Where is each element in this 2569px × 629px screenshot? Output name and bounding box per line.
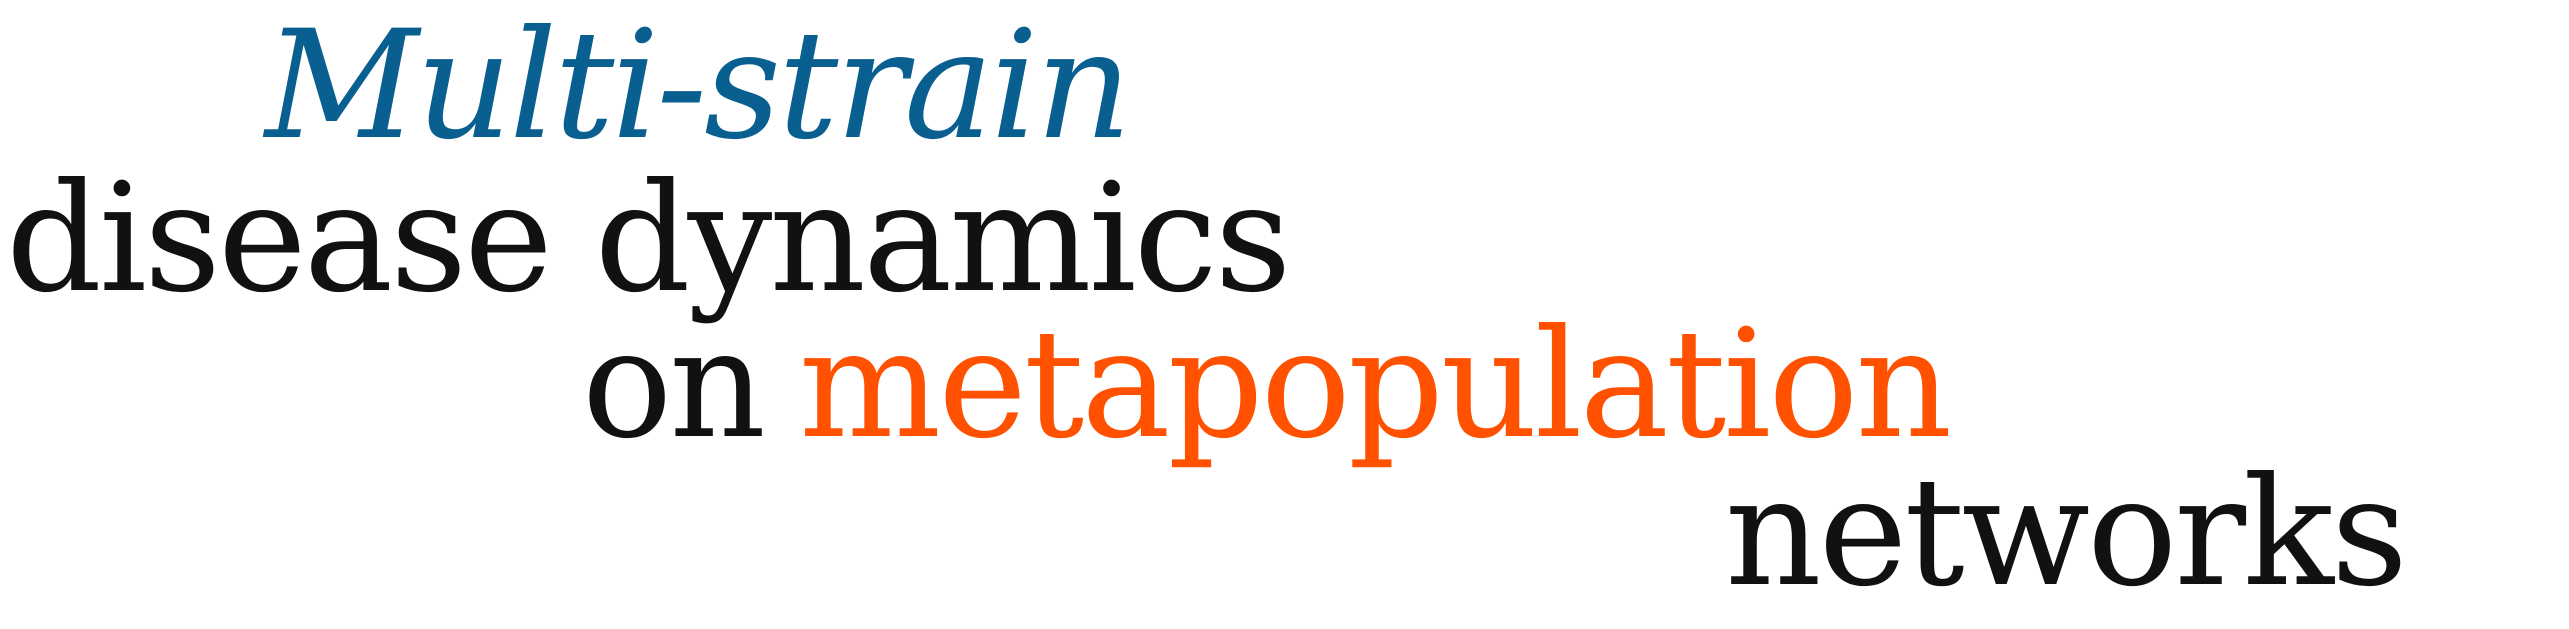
title-line-multi-strain: Multi-strain (265, 0, 1132, 173)
title-word-multi-strain: Multi-strain (265, 0, 1132, 173)
title-words-disease-dynamics: disease dynamics (6, 152, 1292, 326)
title-word-metapopulation: metapopulation (798, 298, 1952, 472)
title-line-networks: networks (1725, 446, 2408, 620)
title-line-disease-dynamics: disease dynamics (6, 152, 1292, 326)
title-line-on-metapopulation: on metapopulation (582, 298, 1952, 472)
title-word-on: on (582, 298, 766, 472)
title-word-networks: networks (1725, 446, 2408, 620)
